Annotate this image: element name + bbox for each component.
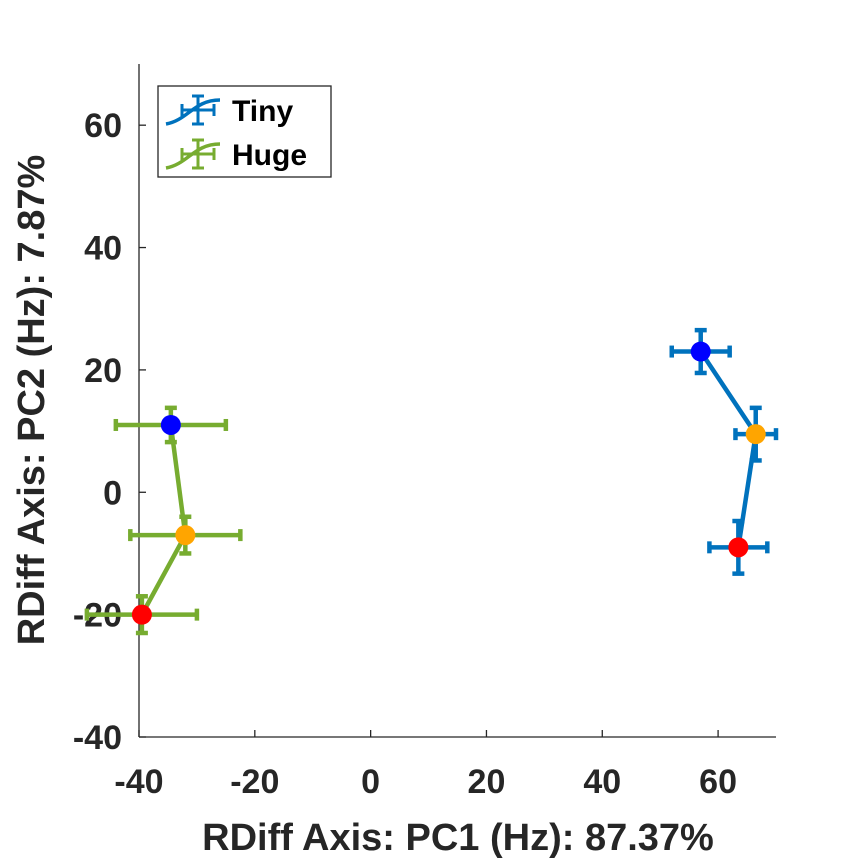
y-axis-label: RDiff Axis: PC2 (Hz): 7.87% bbox=[11, 155, 53, 646]
legend-item-tiny: Tiny bbox=[165, 94, 293, 128]
y-tick-label: 60 bbox=[84, 107, 122, 145]
y-tick-label: 20 bbox=[84, 352, 122, 390]
x-tick-label: 20 bbox=[468, 763, 506, 801]
data-point bbox=[175, 525, 196, 546]
x-tick-label: 60 bbox=[699, 763, 737, 801]
legend-label: Tiny bbox=[232, 95, 293, 128]
series-layer bbox=[84, 327, 779, 636]
data-point bbox=[160, 414, 181, 435]
x-tick-label: 0 bbox=[361, 763, 380, 801]
legend-box bbox=[157, 85, 332, 178]
legend: Tiny Huge bbox=[157, 85, 332, 178]
y-tick-label: 0 bbox=[103, 474, 122, 512]
series-tiny bbox=[669, 327, 779, 576]
x-tick-label: -40 bbox=[114, 763, 163, 801]
data-point bbox=[131, 604, 152, 625]
y-tick-label: 40 bbox=[84, 230, 122, 268]
series-huge bbox=[84, 405, 243, 636]
series-line bbox=[698, 350, 758, 548]
data-point bbox=[690, 341, 711, 362]
x-tick-label: -20 bbox=[230, 763, 279, 801]
x-tick-label: 40 bbox=[583, 763, 621, 801]
data-point bbox=[745, 424, 766, 445]
x-axis-label: RDiff Axis: PC1 (Hz): 87.37% bbox=[202, 817, 714, 859]
data-point bbox=[728, 537, 749, 558]
series-line bbox=[139, 424, 188, 616]
legend-label: Huge bbox=[232, 139, 307, 172]
y-tick-label: -40 bbox=[73, 719, 122, 757]
legend-item-huge: Huge bbox=[165, 138, 307, 172]
